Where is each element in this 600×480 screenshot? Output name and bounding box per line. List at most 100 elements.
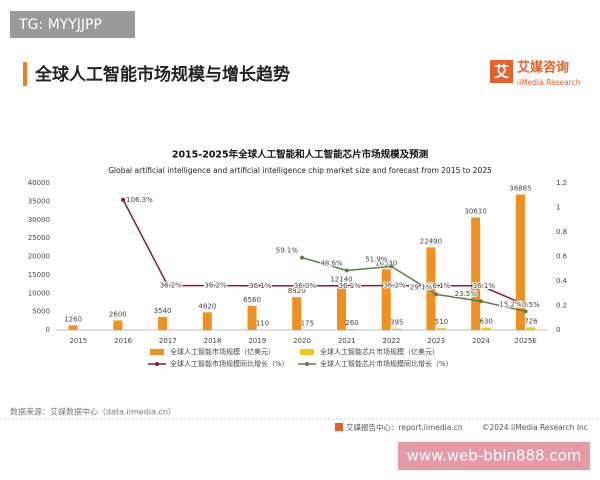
line-label: 15.2% <box>499 300 522 308</box>
line-point <box>389 283 394 288</box>
y2-tick-label: 0.2 <box>556 302 567 310</box>
y-tick-label: 5000 <box>32 308 50 316</box>
line-point <box>523 302 528 307</box>
y2-tick-label: 1 <box>556 204 560 212</box>
bar <box>471 217 481 330</box>
bar <box>347 329 357 330</box>
bar <box>302 329 312 330</box>
source: 数据来源：艾媒数据中心（data.iimedia.cn） <box>10 407 176 417</box>
bar-label: 30610 <box>465 208 487 216</box>
line-point <box>300 283 304 288</box>
report: 艾媒报告中心：report.iimedia.cn <box>346 422 463 432</box>
line-label: 36.2% <box>204 282 227 290</box>
bar-label: 4820 <box>198 302 216 310</box>
logo-sub: iiMedia Research <box>517 78 581 87</box>
x-tick-label: 2016 <box>114 337 132 345</box>
bar-label: 36885 <box>509 184 531 192</box>
x-tick-label: 2021 <box>338 337 356 345</box>
watermark-box <box>398 442 590 470</box>
bar-label: 8920 <box>288 287 306 295</box>
line-label: 36.1% <box>339 282 362 290</box>
bar-label: 175 <box>301 319 314 327</box>
y2-tick-label: 0.6 <box>556 253 568 261</box>
y2-tick-label: 0.4 <box>556 277 568 285</box>
line <box>122 199 526 306</box>
bar-label: 260 <box>345 319 358 327</box>
bar <box>336 285 346 330</box>
y2-tick-label: 0 <box>556 326 560 334</box>
line-point <box>389 264 394 269</box>
title-accent <box>23 62 27 86</box>
bar <box>381 269 391 330</box>
line-point <box>478 283 483 288</box>
logo-icon: 艾 <box>494 63 509 81</box>
line-point <box>344 268 349 273</box>
line-point <box>121 197 126 202</box>
x-tick-label: 2025E <box>515 337 537 345</box>
line-point <box>478 299 483 304</box>
legend-label: 全球人工智能市场规模同比增长（%） <box>170 359 289 368</box>
bar-label: 22490 <box>420 237 442 245</box>
x-tick-label: 2023 <box>427 337 445 345</box>
bar <box>113 320 123 330</box>
legend-swatch <box>305 362 309 366</box>
line-label: 29.1% <box>410 283 433 291</box>
y-tick-label: 0 <box>46 326 50 334</box>
line-point <box>344 283 349 288</box>
line-point <box>523 309 528 314</box>
bar-label: 726 <box>524 317 538 325</box>
watermark-box <box>10 11 135 38</box>
report-icon <box>335 423 343 431</box>
bar <box>202 312 212 330</box>
bar <box>247 305 257 330</box>
line-label: 36.1% <box>428 282 451 290</box>
bar <box>158 316 168 330</box>
bar-label: 16530 <box>375 259 397 267</box>
bar <box>426 247 436 330</box>
line-label: 36.1% <box>249 282 272 290</box>
bar-label: 110 <box>256 320 269 328</box>
bar-label: 12140 <box>330 275 352 283</box>
bar-label: 2600 <box>109 310 127 318</box>
line-point <box>434 283 439 288</box>
line-point <box>300 255 304 260</box>
line-label: 106.3% <box>126 196 153 204</box>
bar <box>526 327 536 330</box>
legend-label: 全球人工智能市场规模（亿美元） <box>170 347 275 356</box>
legend-label: 全球人工智能芯片市场规模同比增长（%） <box>320 359 453 368</box>
logo-box <box>490 60 513 83</box>
x-tick-label: 2015 <box>69 337 87 345</box>
legend-swatch <box>155 362 159 366</box>
x-tick-label: 2019 <box>248 337 266 345</box>
bar-label: 6560 <box>243 296 261 304</box>
legend-swatch <box>300 349 314 355</box>
chart-subtitle: Global artificial intelligence and artif… <box>108 166 492 175</box>
y2-tick-label: 1.2 <box>556 179 567 187</box>
line-label: 51.9% <box>365 255 388 263</box>
line-label: 48.6% <box>320 259 343 267</box>
bar <box>68 325 78 330</box>
page-title: 全球人工智能市场规模与增长趋势 <box>34 64 290 85</box>
y-tick-label: 15000 <box>28 271 50 279</box>
x-tick-label: 2017 <box>159 337 177 345</box>
y-tick-label: 35000 <box>28 197 50 205</box>
bar-label: 1260 <box>64 315 82 323</box>
line-point <box>434 292 439 297</box>
bar-label: 630 <box>479 318 492 326</box>
y-tick-label: 25000 <box>28 234 50 242</box>
x-tick-label: 2022 <box>383 337 401 345</box>
line-label: 36.0% <box>294 282 317 290</box>
y-tick-label: 30000 <box>28 216 50 224</box>
line-point <box>255 283 260 288</box>
y-tick-label: 20000 <box>28 253 50 261</box>
line <box>301 256 526 313</box>
y2-tick-label: 0.8 <box>556 228 567 236</box>
bar-label: 510 <box>435 318 448 326</box>
y-tick-label: 40000 <box>28 179 50 187</box>
line-label: 36.1% <box>473 282 496 290</box>
x-tick-label: 2018 <box>204 337 222 345</box>
chart-title: 2015-2025年全球人工智能和人工智能芯片市场规模及预测 <box>172 149 429 161</box>
copyright: ©2024 iiMedia Research Inc <box>482 423 588 432</box>
x-tick-label: 2020 <box>293 337 311 345</box>
